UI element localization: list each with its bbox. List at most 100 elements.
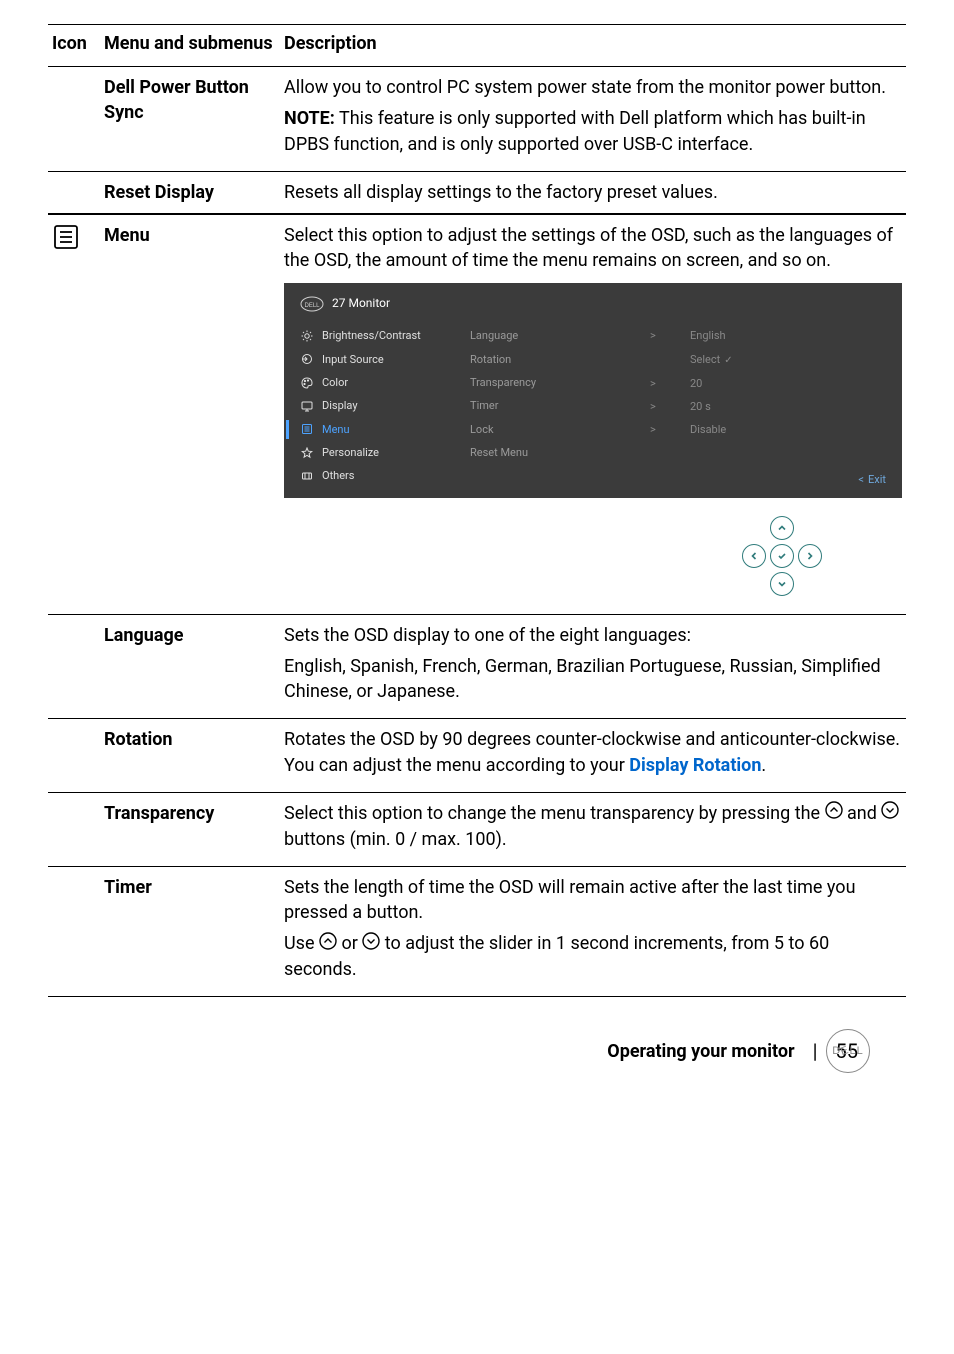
up-circle-icon: [319, 932, 337, 957]
osd-left-color[interactable]: Color: [300, 371, 470, 394]
menu-language: Language: [100, 614, 280, 719]
menu-reset-display: Reset Display: [100, 171, 280, 214]
osd-left-label: Color: [322, 375, 348, 390]
osd-exit[interactable]: <Exit: [858, 472, 886, 487]
desc-dpbs-line1: Allow you to control PC system power sta…: [284, 75, 902, 100]
row-rotation: Rotation Rotates the OSD by 90 degrees c…: [48, 719, 906, 792]
brightness-icon: [300, 329, 314, 343]
timer-line2-mid: or: [337, 933, 362, 954]
down-circle-icon: [881, 801, 899, 826]
osd-mid-column: Language Rotation Transparency Timer Loc…: [470, 324, 650, 488]
nav-up-button[interactable]: [770, 516, 794, 540]
menu-menu: Menu: [100, 214, 280, 614]
desc-dpbs-note: NOTE: This feature is only supported wit…: [284, 106, 902, 156]
osd-row-language[interactable]: Language: [470, 324, 650, 347]
header-description: Description: [280, 25, 906, 67]
row-dell-power-button-sync: Dell Power Button Sync Allow you to cont…: [48, 67, 906, 172]
osd-value-lock: >Disable: [650, 418, 886, 441]
language-line2: English, Spanish, French, German, Brazil…: [284, 654, 902, 704]
header-icon: Icon: [48, 25, 100, 67]
desc-menu: Select this option to adjust the setting…: [280, 214, 906, 614]
osd-right-column: >English Select >20 >20 s >Disable: [650, 324, 886, 488]
menu-timer: Timer: [100, 866, 280, 996]
osd-left-personalize[interactable]: Personalize: [300, 441, 470, 464]
menu-transparency: Transparency: [100, 792, 280, 866]
desc-menu-text: Select this option to adjust the setting…: [284, 223, 902, 273]
timer-line2-before: Use: [284, 933, 319, 954]
osd-nav-pad: [782, 516, 902, 596]
osd-row-transparency[interactable]: Transparency: [470, 371, 650, 394]
osd-row-rotation[interactable]: Rotation: [470, 348, 650, 371]
osd-left-label: Display: [322, 398, 358, 413]
menu-dell-power-button-sync: Dell Power Button Sync: [100, 67, 280, 172]
desc-rotation: Rotates the OSD by 90 degrees counter-cl…: [280, 719, 906, 792]
dell-logo-icon: DELL: [826, 1029, 870, 1073]
svg-text:DELL: DELL: [304, 303, 320, 309]
rotation-text-before: Rotates the OSD by 90 degrees counter-cl…: [284, 729, 900, 775]
footer-separator: |: [813, 1037, 818, 1065]
footer-section-title: Operating your monitor: [607, 1039, 794, 1064]
menu-rotation: Rotation: [100, 719, 280, 792]
up-circle-icon: [825, 801, 843, 826]
icon-cell-empty: [48, 719, 100, 792]
osd-left-label: Others: [322, 468, 354, 483]
nav-left-button[interactable]: [742, 544, 766, 568]
osd-title-text: 27 Monitor: [332, 295, 390, 312]
osd-left-label: Input Source: [322, 352, 384, 367]
language-line1: Sets the OSD display to one of the eight…: [284, 623, 902, 648]
desc-reset-display: Resets all display settings to the facto…: [280, 171, 906, 214]
display-rotation-link[interactable]: Display Rotation: [629, 755, 761, 776]
osd-left-label: Menu: [322, 422, 350, 437]
dell-logo-icon: DELL: [300, 296, 324, 312]
osd-left-label: Brightness/Contrast: [322, 328, 421, 343]
nav-down-button[interactable]: [770, 572, 794, 596]
page-footer: Operating your monitor | 55 DELL: [48, 1037, 906, 1065]
osd-left-menu: Brightness/Contrast Input Source: [300, 324, 470, 488]
row-menu: Menu Select this option to adjust the se…: [48, 214, 906, 614]
nav-right-button[interactable]: [798, 544, 822, 568]
row-transparency: Transparency Select this option to chang…: [48, 792, 906, 866]
osd-value-language: >English: [650, 324, 886, 347]
osd-value-rotation: Select: [650, 348, 886, 372]
nav-ok-button[interactable]: [770, 544, 794, 568]
osd-screenshot: DELL 27 Monitor Brightness/Contrast: [284, 283, 902, 596]
desc-dell-power-button-sync: Allow you to control PC system power sta…: [280, 67, 906, 172]
osd-row-reset-menu[interactable]: Reset Menu: [470, 441, 650, 464]
menu-icon: [48, 214, 100, 614]
icon-cell-empty: [48, 614, 100, 719]
input-source-icon: [300, 352, 314, 366]
osd-value-transparency: >20: [650, 372, 886, 395]
osd-left-others[interactable]: Others: [300, 464, 470, 487]
osd-row-lock[interactable]: Lock: [470, 418, 650, 441]
display-icon: [300, 399, 314, 413]
osd-left-brightness[interactable]: Brightness/Contrast: [300, 324, 470, 347]
transparency-after: buttons (min. 0 / max. 100).: [284, 829, 507, 850]
color-icon: [300, 376, 314, 390]
row-language: Language Sets the OSD display to one of …: [48, 614, 906, 719]
osd-value-timer: >20 s: [650, 395, 886, 418]
note-label: NOTE:: [284, 108, 335, 129]
transparency-mid: and: [843, 803, 882, 824]
row-reset-display: Reset Display Resets all display setting…: [48, 171, 906, 214]
osd-reference-table: Icon Menu and submenus Description Dell …: [48, 24, 906, 997]
osd-row-timer[interactable]: Timer: [470, 394, 650, 417]
desc-language: Sets the OSD display to one of the eight…: [280, 614, 906, 719]
table-header-row: Icon Menu and submenus Description: [48, 25, 906, 67]
osd-panel: DELL 27 Monitor Brightness/Contrast: [284, 283, 902, 498]
others-icon: [300, 469, 314, 483]
down-circle-icon: [362, 932, 380, 957]
osd-left-label: Personalize: [322, 445, 379, 460]
icon-cell-empty: [48, 67, 100, 172]
icon-cell-empty: [48, 866, 100, 996]
desc-timer: Sets the length of time the OSD will rem…: [280, 866, 906, 996]
osd-left-display[interactable]: Display: [300, 394, 470, 417]
transparency-before: Select this option to change the menu tr…: [284, 803, 825, 824]
osd-exit-label: Exit: [868, 473, 886, 486]
osd-body: Brightness/Contrast Input Source: [300, 324, 886, 488]
timer-line1: Sets the length of time the OSD will rem…: [284, 875, 902, 925]
icon-cell-empty: [48, 171, 100, 214]
osd-value-reset-menu: [650, 442, 886, 450]
osd-left-menu-item[interactable]: Menu: [300, 418, 470, 441]
osd-left-input[interactable]: Input Source: [300, 348, 470, 371]
osd-title-bar: DELL 27 Monitor: [300, 295, 886, 312]
